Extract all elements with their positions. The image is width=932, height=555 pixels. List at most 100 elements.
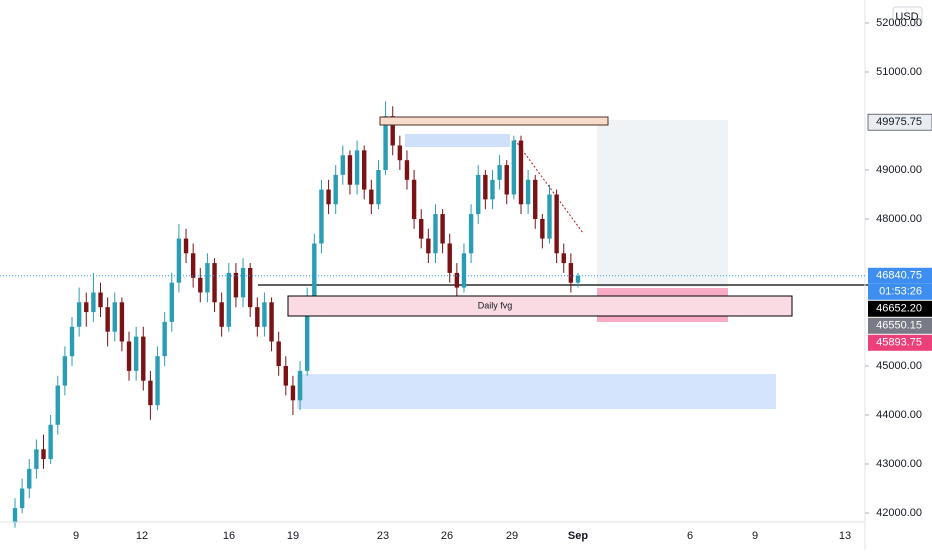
demand-zone <box>297 374 776 409</box>
candle-body <box>247 267 253 308</box>
candle-body <box>312 243 317 298</box>
candle-body <box>269 302 274 342</box>
candle-body <box>525 179 531 205</box>
candle-body <box>426 238 431 254</box>
candle-body <box>383 116 388 170</box>
y-tick-label: 48000.00 <box>876 213 922 225</box>
candle-body <box>340 155 346 175</box>
candle-body <box>19 488 25 509</box>
candle-body <box>347 155 353 185</box>
x-tick-label: 9 <box>73 530 79 542</box>
candle-body <box>155 356 160 406</box>
candle-body <box>561 253 566 264</box>
x-tick-label: 9 <box>752 530 758 542</box>
candle-body <box>419 218 424 239</box>
candle-body <box>212 263 217 303</box>
candles <box>12 101 581 528</box>
y-tick-label: 51000.00 <box>876 66 922 78</box>
candle-body <box>490 179 495 200</box>
candle-body <box>575 275 581 283</box>
price-label-box <box>868 317 932 334</box>
candle-body <box>41 449 46 460</box>
candle-body <box>333 174 338 205</box>
candle-body <box>105 307 110 332</box>
candle-body <box>226 272 231 327</box>
target-zone <box>597 120 728 287</box>
candle-body <box>540 218 545 239</box>
candle-body <box>12 508 18 523</box>
candle-body <box>376 169 381 205</box>
y-tick-label: 44000.00 <box>876 409 922 421</box>
candle-body <box>262 302 267 327</box>
y-tick-label: 45000.00 <box>876 360 922 372</box>
currency-box[interactable] <box>892 6 923 27</box>
candle-body <box>533 179 538 219</box>
candle-body <box>290 385 296 401</box>
candle-body <box>297 370 303 401</box>
currency[interactable]: USD <box>895 11 918 23</box>
candle-body <box>518 140 524 205</box>
y-tick-label: 42000.00 <box>876 507 922 519</box>
candle-body <box>404 160 410 180</box>
candle-body <box>98 292 103 308</box>
candle-body <box>304 297 310 371</box>
countdown-box <box>868 283 932 300</box>
candle-body <box>461 253 467 288</box>
candle-body <box>76 302 82 327</box>
candle-body <box>568 263 574 283</box>
candle-body <box>190 253 196 278</box>
candle-body <box>34 449 39 469</box>
countdown: 01:53:26 <box>879 286 922 298</box>
price-label: 49975.75 <box>876 116 922 128</box>
candle-body <box>255 307 260 327</box>
candle-body <box>369 189 374 205</box>
candle-body <box>112 302 117 332</box>
fvg-zone <box>287 295 793 317</box>
candle-body <box>511 140 517 195</box>
candle-body <box>483 174 488 200</box>
x-tick-label: 6 <box>687 530 693 542</box>
x-tick-label: Sep <box>568 530 588 542</box>
candle-body <box>454 272 460 288</box>
candle-body <box>198 277 203 293</box>
candle-body <box>141 336 146 381</box>
y-tick-label: 52000.00 <box>876 17 922 29</box>
candle-body <box>133 336 139 371</box>
x-tick-label: 16 <box>223 530 235 542</box>
candle-body <box>447 243 452 273</box>
candle-body <box>440 214 445 244</box>
candle-body <box>504 165 509 195</box>
candle-body <box>84 302 89 313</box>
candle-body <box>554 194 559 254</box>
fvg-label: Daily fvg <box>478 300 513 310</box>
candle-body <box>48 424 53 460</box>
candle-body <box>148 380 153 406</box>
candle-body <box>69 326 75 357</box>
candle-body <box>433 214 438 254</box>
candle-body <box>411 179 417 219</box>
candle-body <box>162 321 167 357</box>
candle-body <box>319 189 324 244</box>
candle-body <box>497 165 502 180</box>
price-label: 46652.20 <box>876 303 922 315</box>
x-tick-label: 26 <box>441 530 453 542</box>
price-label: 46550.15 <box>876 320 922 332</box>
candle-body <box>326 189 331 205</box>
x-tick-label: 19 <box>287 530 299 542</box>
x-tick-label: 13 <box>839 530 851 542</box>
price-label-box <box>867 113 932 131</box>
candle-body <box>205 263 210 293</box>
candle-body <box>476 174 481 215</box>
price-label-box <box>868 300 932 317</box>
x-tick-label: 12 <box>136 530 148 542</box>
y-tick-label: 49000.00 <box>876 164 922 176</box>
candle-body <box>62 356 68 386</box>
candle-body <box>91 292 96 313</box>
candle-body <box>362 150 367 190</box>
y-tick-label: 43000.00 <box>876 458 922 470</box>
candle-body <box>119 302 125 342</box>
x-tick-label: 29 <box>506 530 518 542</box>
x-tick-label: 23 <box>377 530 389 542</box>
